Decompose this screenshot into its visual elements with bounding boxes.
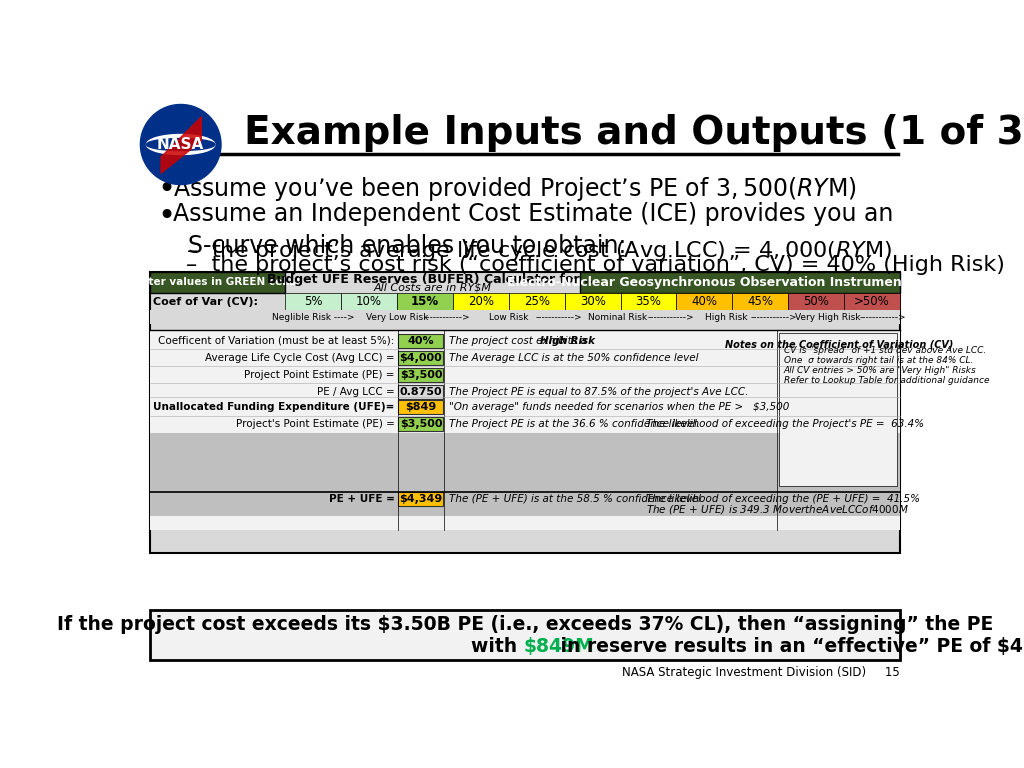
Text: Neglible Risk ---->: Neglible Risk ----> [272,313,354,322]
FancyBboxPatch shape [150,310,900,324]
Text: 10%: 10% [356,295,382,308]
Text: The Project PE is equal to 87.5% of the project's Ave LCC.: The Project PE is equal to 87.5% of the … [449,387,749,397]
FancyBboxPatch shape [397,293,453,310]
FancyBboxPatch shape [150,272,286,293]
FancyBboxPatch shape [286,293,341,310]
Text: 25%: 25% [523,295,550,308]
Text: The likelihood of exceeding the Project's PE =  63.4%: The likelihood of exceeding the Project'… [646,419,924,429]
Text: $849M: $849M [523,637,594,656]
Ellipse shape [146,138,215,151]
FancyBboxPatch shape [150,330,900,529]
Text: Very High Risk: Very High Risk [795,313,860,322]
FancyBboxPatch shape [398,351,443,365]
FancyBboxPatch shape [398,492,443,505]
Text: Coefficent of Variation (must be at least 5%):: Coefficent of Variation (must be at leas… [159,336,394,346]
FancyBboxPatch shape [398,385,443,399]
FancyBboxPatch shape [398,368,443,382]
Text: All CV entries > 50% are "Very High" Risks: All CV entries > 50% are "Very High" Ris… [783,366,977,375]
Text: CV is "spread" of +1 std dev above Ave LCC.: CV is "spread" of +1 std dev above Ave L… [783,346,986,355]
Text: 50%: 50% [803,295,829,308]
Text: ------------>: ------------> [424,313,471,322]
Text: NASA Strategic Investment Division (SID)     15: NASA Strategic Investment Division (SID)… [623,667,900,679]
Text: •: • [158,175,175,204]
FancyBboxPatch shape [580,272,900,293]
Text: 5%: 5% [304,295,323,308]
FancyBboxPatch shape [150,432,900,515]
FancyBboxPatch shape [453,293,509,310]
Text: 15%: 15% [411,295,439,308]
Text: The Project PE is at the 36.6 % confidence level.: The Project PE is at the 36.6 % confiden… [449,419,700,429]
Text: Nominal Risk: Nominal Risk [588,313,647,322]
Text: NASA: NASA [157,137,205,152]
Text: 0.8750: 0.8750 [399,387,442,397]
Text: 45%: 45% [748,295,773,308]
Ellipse shape [146,134,215,154]
FancyBboxPatch shape [341,293,397,310]
Text: $849: $849 [406,402,436,412]
Text: in reserve results in an “effective” PE of $4.35B with an “effective” 59% CL: in reserve results in an “effective” PE … [554,637,1024,656]
FancyBboxPatch shape [779,333,897,486]
FancyBboxPatch shape [732,293,788,310]
Text: ------------>: ------------> [536,313,583,322]
FancyBboxPatch shape [788,293,844,310]
Text: High Risk: High Risk [541,336,595,346]
Text: One  σ towards right tail is at the 84% CL.: One σ towards right tail is at the 84% C… [783,356,973,365]
FancyBboxPatch shape [844,293,900,310]
Text: 40%: 40% [408,336,434,346]
Text: 30%: 30% [580,295,605,308]
FancyBboxPatch shape [621,293,677,310]
Text: The (PE + UFE) is at the 58.5 % confidence level.: The (PE + UFE) is at the 58.5 % confiden… [449,494,705,504]
FancyBboxPatch shape [150,611,900,660]
Text: PE + UFE =: PE + UFE = [329,494,394,504]
Text: "On average" funds needed for scenarios when the PE >   $3,500: "On average" funds needed for scenarios … [449,402,790,412]
Text: –  the project’s average life cycle cost (Avg LCC) = $4,000 (RY$M): – the project’s average life cycle cost … [186,238,892,263]
Text: All Costs are in RY$M: All Costs are in RY$M [374,283,492,293]
Text: $3,500: $3,500 [399,369,442,379]
FancyBboxPatch shape [150,272,900,553]
Text: PE / Avg LCC =: PE / Avg LCC = [316,387,394,397]
Text: Project's Point Estimate (PE) =: Project's Point Estimate (PE) = [236,419,394,429]
Text: Project Point Estimate (PE) =: Project Point Estimate (PE) = [244,369,394,379]
Text: 35%: 35% [636,295,662,308]
Text: 40%: 40% [691,295,718,308]
Text: $4,000: $4,000 [399,353,442,362]
Text: If the project cost exceeds its $3.50B PE (i.e., exceeds 37% CL), then “assignin: If the project cost exceeds its $3.50B P… [56,614,993,634]
Text: Coef of Var (CV):: Coef of Var (CV): [153,296,258,306]
Text: Enter values in GREEN cells!: Enter values in GREEN cells! [134,277,301,287]
Text: $3,500: $3,500 [399,419,442,429]
Text: >50%: >50% [854,295,890,308]
Text: Unallocated Funding Expenditure (UFE)=: Unallocated Funding Expenditure (UFE)= [154,402,394,412]
Text: Low Risk: Low Risk [489,313,528,322]
Text: –  the project’s cost risk (“coefficient of variation”, CV) = 40% (High Risk): – the project’s cost risk (“coefficient … [186,256,1005,276]
Text: with: with [471,637,523,656]
Text: Notes on the Coefficient of Variation (CV): Notes on the Coefficient of Variation (C… [725,339,953,349]
Text: Refer to Lookup Table for additional guidance: Refer to Lookup Table for additional gui… [783,376,989,385]
Text: ------------>: ------------> [751,313,798,322]
FancyBboxPatch shape [398,400,443,414]
FancyBboxPatch shape [398,417,443,431]
Text: ------------>: ------------> [860,313,906,322]
Text: Assume you’ve been provided Project’s PE of $3,500 (RY$M): Assume you’ve been provided Project’s PE… [173,175,857,204]
Text: The project cost exhibits a: The project cost exhibits a [449,336,593,346]
Text: •: • [158,202,175,231]
Text: $4,349: $4,349 [399,494,442,504]
Text: The (PE + UFE) is 349.3 $M over the Ave LCC of 4000 $M: The (PE + UFE) is 349.3 $M over the Ave … [646,503,908,516]
Text: The Average LCC is at the 50% confidence level: The Average LCC is at the 50% confidence… [449,353,698,362]
Text: ------------>: ------------> [647,313,694,322]
FancyBboxPatch shape [677,293,732,310]
Text: High Risk: High Risk [706,313,748,322]
Text: Electro-Nuclear Geosynchronous Observation Instrument (E-NGOI): Electro-Nuclear Geosynchronous Observati… [507,276,973,289]
FancyBboxPatch shape [509,293,564,310]
Text: Example Inputs and Outputs (1 of 3): Example Inputs and Outputs (1 of 3) [245,114,1024,152]
Text: The likelihood of exceeding the (PE + UFE) =  41.5%: The likelihood of exceeding the (PE + UF… [646,494,920,504]
Text: 20%: 20% [468,295,494,308]
Text: Budget UFE Reserves (BUFER) Calculator for ...: Budget UFE Reserves (BUFER) Calculator f… [267,273,598,286]
Polygon shape [140,104,221,184]
FancyBboxPatch shape [564,293,621,310]
Text: Assume an Independent Cost Estimate (ICE) provides you an
  S-curve which enable: Assume an Independent Cost Estimate (ICE… [173,202,893,258]
FancyBboxPatch shape [398,334,443,348]
Text: Average Life Cycle Cost (Avg LCC) =: Average Life Cycle Cost (Avg LCC) = [205,353,394,362]
Text: Very Low Risk: Very Low Risk [366,313,428,322]
